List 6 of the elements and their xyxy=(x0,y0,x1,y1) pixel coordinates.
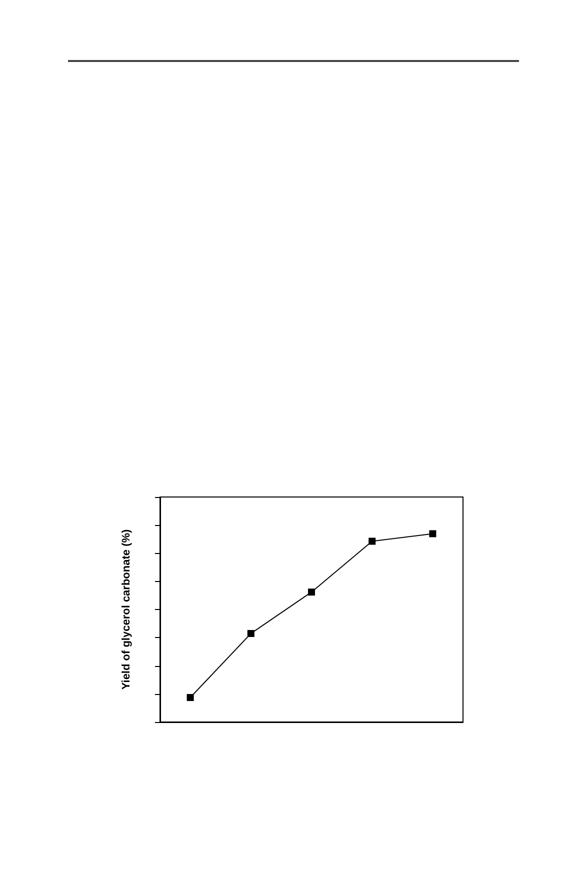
point xyxy=(368,538,376,545)
point xyxy=(308,588,315,596)
y-axis-title: Yield of glycerol carbonate (%) xyxy=(120,528,132,690)
point xyxy=(186,694,194,702)
point xyxy=(429,530,436,538)
point xyxy=(247,630,254,638)
